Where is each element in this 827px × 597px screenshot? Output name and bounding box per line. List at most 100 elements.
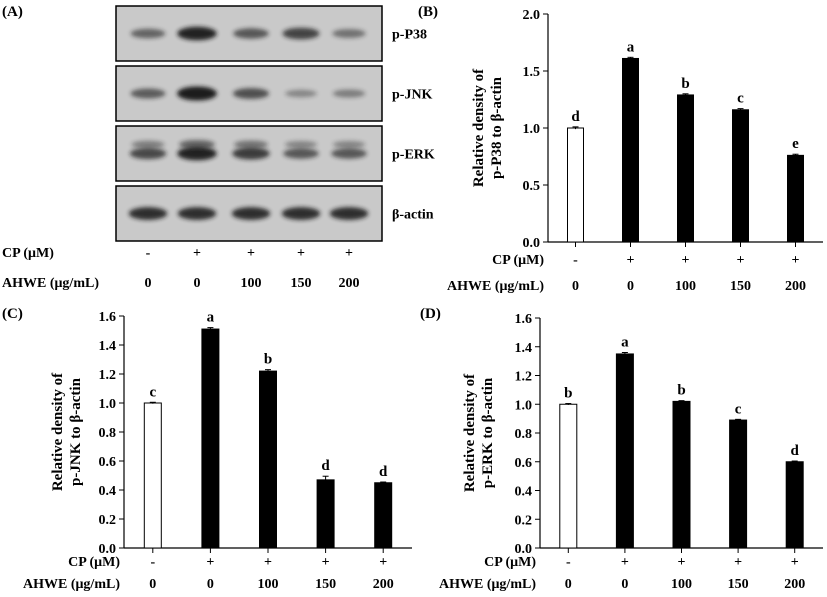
blot-band (177, 146, 217, 161)
significance-letter: c (149, 384, 156, 400)
bar (677, 94, 694, 243)
blot-band (281, 207, 321, 220)
x-tick-label: 0 (572, 279, 579, 294)
y-tick-label: 1.2 (99, 368, 117, 383)
ahwe-label: AHWE (μg/mL) (447, 279, 544, 294)
cp-value: + (206, 555, 214, 570)
cp-value: + (678, 555, 686, 570)
y-axis-label: p-ERK to β-actin (480, 377, 496, 488)
cp-label: CP (μM) (492, 253, 544, 268)
blot-band-upper (179, 139, 215, 150)
y-tick-label: 0.0 (99, 542, 117, 557)
western-blot-panel: p-P38 p-JNK p-ERK β-actin CP (μM) AHWE (μg/mL… (2, 5, 435, 291)
y-axis-label: p-JNK to β-actin (68, 377, 84, 486)
y-tick-label: 1.2 (515, 370, 533, 385)
ahwe-value: 0 (145, 276, 152, 291)
ahwe-value: 150 (291, 276, 312, 291)
blot-row-label: p-JNK (392, 88, 433, 103)
panel-label-a: (A) (2, 4, 23, 20)
panel-label-d: (D) (420, 306, 441, 322)
blot-band (332, 29, 366, 38)
bar (622, 57, 639, 243)
y-axis-label: Relative density of (471, 68, 487, 187)
blot-band (232, 147, 270, 160)
blot-row-label: p-P38 (392, 28, 427, 43)
y-axis-label: Relative density of (50, 372, 66, 491)
cp-value: - (573, 253, 578, 268)
y-tick-label: 0.6 (99, 455, 117, 470)
blot-band-upper (332, 141, 366, 148)
y-tick-label: 0.0 (515, 542, 533, 557)
blot-band (233, 88, 269, 99)
y-tick-label: 0.8 (99, 426, 117, 441)
x-tick-label: 0 (565, 577, 572, 592)
y-tick-label: 1.4 (515, 341, 533, 356)
ahwe-label: AHWE (μg/mL) (439, 577, 536, 592)
cp-value: - (566, 555, 571, 570)
cp-value: + (621, 555, 629, 570)
cp-value: + (193, 246, 201, 261)
x-tick-label: 0 (627, 279, 634, 294)
y-axis-label: Relative density of (462, 373, 478, 492)
y-tick-label: 0.4 (99, 484, 117, 499)
y-tick-label: 0.2 (515, 513, 533, 528)
x-tick-label: 200 (785, 279, 806, 294)
cp-value: + (264, 555, 272, 570)
x-tick-label: 150 (315, 577, 336, 592)
bar (729, 419, 748, 549)
significance-letter: c (735, 401, 742, 417)
cp-value: + (379, 555, 387, 570)
blot-band (177, 26, 217, 41)
blot-row-label: β-actin (392, 208, 434, 223)
blot-band (130, 28, 166, 39)
y-tick-label: 1.6 (515, 312, 533, 327)
ahwe-label: AHWE (μg/mL) (2, 276, 99, 291)
blot-band (331, 148, 367, 159)
significance-letter: b (677, 383, 685, 399)
ahwe-value: 100 (241, 276, 262, 291)
y-tick-label: 2.0 (523, 8, 541, 23)
x-tick-label: 0 (621, 577, 628, 592)
significance-letter: d (791, 443, 800, 459)
blot-band-upper (131, 140, 165, 149)
significance-letter: c (737, 91, 744, 107)
x-tick-label: 150 (728, 577, 749, 592)
x-tick-label: 200 (784, 577, 805, 592)
blot-band (233, 28, 269, 39)
x-tick-label: 200 (373, 577, 394, 592)
significance-letter: b (564, 386, 572, 402)
chart-c: 0.0 0.2 0.4 0.6 0.8 1.0 1.2 1.4 1.6 Relative dens… (23, 310, 412, 592)
significance-letter: e (792, 136, 799, 152)
panel-label-b: (B) (418, 4, 438, 20)
y-axis-label: p-P38 to β-actin (489, 76, 505, 179)
cp-value: + (682, 253, 690, 268)
blot-band (130, 88, 166, 99)
blot-band (177, 207, 217, 220)
blot-band (283, 148, 319, 159)
panel-label-c: (C) (2, 306, 23, 322)
cp-value: + (737, 253, 745, 268)
ahwe-label: AHWE (μg/mL) (23, 577, 120, 592)
x-tick-label: 0 (207, 577, 214, 592)
y-tick-label: 1.0 (523, 122, 541, 137)
cp-label: CP (μM) (2, 246, 54, 261)
y-tick-label: 1.6 (99, 310, 117, 325)
blot-band (285, 89, 317, 98)
cp-value: + (247, 246, 255, 261)
x-tick-label: 100 (671, 577, 692, 592)
bar (732, 109, 749, 243)
x-tick-label: 150 (730, 279, 751, 294)
chart-b: 0.0 0.5 1.0 1.5 2.0 Relative density of p-P38 … (447, 8, 823, 294)
significance-letter: d (571, 109, 580, 125)
significance-letter: d (321, 458, 330, 474)
x-tick-label: 100 (675, 279, 696, 294)
bar (615, 353, 634, 549)
significance-letter: d (379, 464, 388, 480)
y-tick-label: 1.5 (523, 65, 541, 80)
blot-band (231, 207, 271, 220)
blot-band (332, 89, 366, 98)
cp-value: - (150, 555, 155, 570)
y-tick-label: 0.6 (515, 456, 533, 471)
y-tick-label: 0.2 (99, 513, 117, 528)
bar (374, 482, 393, 549)
